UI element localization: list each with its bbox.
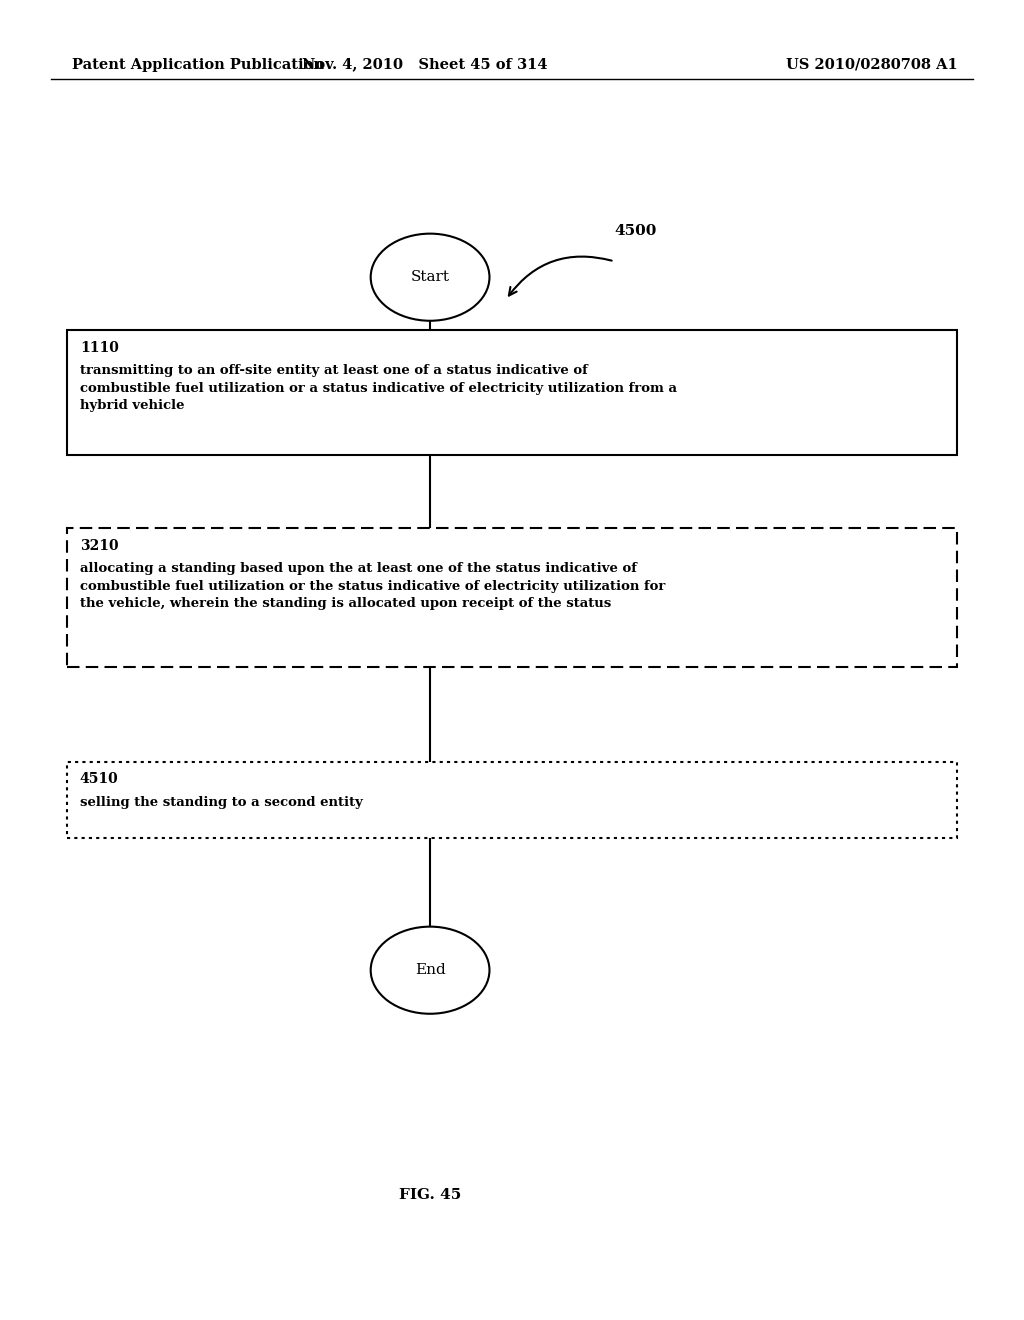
Text: Nov. 4, 2010   Sheet 45 of 314: Nov. 4, 2010 Sheet 45 of 314 [302, 58, 548, 71]
Text: 1110: 1110 [80, 341, 119, 355]
Bar [67, 528, 957, 667]
Text: transmitting to an off-site entity at least one of a status indicative of
combus: transmitting to an off-site entity at le… [80, 364, 677, 412]
Text: 4500: 4500 [614, 224, 656, 238]
Text: 4510: 4510 [80, 772, 119, 787]
Text: Patent Application Publication: Patent Application Publication [72, 58, 324, 71]
Ellipse shape [371, 927, 489, 1014]
Text: US 2010/0280708 A1: US 2010/0280708 A1 [785, 58, 957, 71]
Text: FIG. 45: FIG. 45 [399, 1188, 461, 1201]
Text: allocating a standing based upon the at least one of the status indicative of
co: allocating a standing based upon the at … [80, 562, 666, 610]
Ellipse shape [371, 234, 489, 321]
Bar [67, 330, 957, 455]
Text: End: End [415, 964, 445, 977]
Text: selling the standing to a second entity: selling the standing to a second entity [80, 796, 362, 809]
Text: Start: Start [411, 271, 450, 284]
Text: 3210: 3210 [80, 539, 119, 553]
Bar [67, 762, 957, 838]
FancyArrowPatch shape [509, 256, 611, 296]
